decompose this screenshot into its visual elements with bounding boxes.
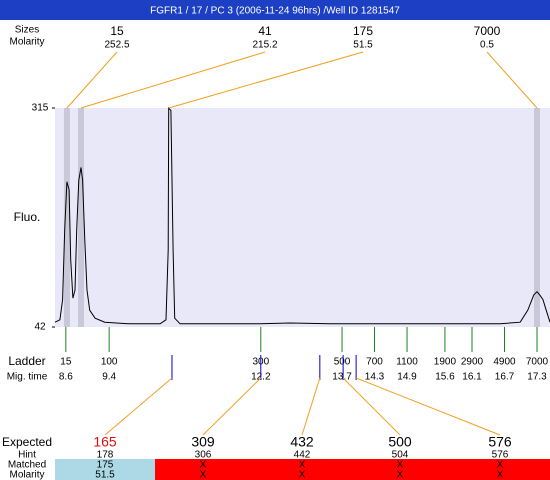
cell-matched: X — [299, 460, 306, 471]
peak-size: 7000 — [474, 24, 501, 38]
row-label: Matched — [8, 460, 46, 471]
peak-link — [168, 51, 364, 109]
match-link — [104, 377, 173, 436]
ladder-size: 1900 — [434, 357, 457, 368]
y-tick-label: 315 — [32, 103, 49, 114]
cell-expected: 432 — [290, 434, 314, 450]
ladder-time: 14.9 — [397, 372, 417, 383]
matched-cell — [55, 459, 155, 480]
cell-molarity: X — [200, 470, 207, 480]
peak-size: 41 — [258, 24, 272, 38]
match-link — [355, 377, 501, 436]
ladder-label: Ladder — [8, 354, 45, 368]
peak-size: 15 — [110, 24, 124, 38]
unmatched-cells — [155, 459, 550, 480]
ladder-time: 13.7 — [332, 372, 352, 383]
cell-expected: 309 — [191, 434, 215, 450]
peak-size: 175 — [353, 24, 373, 38]
row-label: Expected — [2, 435, 52, 449]
ladder-size: 7000 — [526, 357, 549, 368]
y-axis-label: Fluo. — [14, 210, 41, 224]
ladder-size: 15 — [60, 357, 72, 368]
cell-molarity: X — [299, 470, 306, 480]
ladder-size: 700 — [366, 357, 383, 368]
cell-molarity: X — [397, 470, 404, 480]
cell-matched: X — [200, 460, 207, 471]
cell-molarity: X — [497, 470, 504, 480]
peak-link — [80, 51, 266, 109]
ladder-time: 14.3 — [365, 372, 385, 383]
match-link — [342, 377, 401, 436]
ladder-time: 9.4 — [102, 372, 116, 383]
peak-link — [486, 51, 538, 109]
match-link — [202, 377, 262, 436]
ladder-size: 500 — [334, 357, 351, 368]
cell-molarity: 51.5 — [95, 470, 115, 480]
plot-area — [55, 108, 550, 327]
ladder-time: 16.1 — [462, 372, 482, 383]
cell-expected: 500 — [388, 434, 412, 450]
peak-molarity: 252.5 — [104, 40, 129, 51]
title: FGFR1 / 17 / PC 3 (2006-11-24 96hrs) /We… — [150, 6, 400, 17]
cell-hint: 306 — [195, 450, 212, 461]
ladder-size: 2900 — [461, 357, 484, 368]
title-bar — [0, 0, 550, 20]
peak-marker — [63, 108, 70, 327]
cell-matched: X — [397, 460, 404, 471]
size-header: Sizes — [15, 25, 39, 36]
match-link — [301, 377, 321, 436]
ladder-time: 16.7 — [495, 372, 515, 383]
trace — [54, 106, 550, 325]
cell-matched: X — [497, 460, 504, 471]
ladder-time: 15.6 — [435, 372, 455, 383]
row-label: Hint — [18, 450, 36, 461]
cell-hint: 442 — [294, 450, 311, 461]
cell-hint: 504 — [392, 450, 409, 461]
mig-time-label: Mig. time — [7, 372, 48, 383]
cell-expected: 576 — [488, 434, 512, 450]
ladder-time: 17.3 — [527, 372, 547, 383]
y-tick-label: 42 — [34, 322, 46, 333]
peak-marker — [534, 108, 541, 327]
cell-matched: 175 — [97, 460, 114, 471]
cell-hint: 576 — [492, 450, 509, 461]
ladder-time: 8.6 — [59, 372, 73, 383]
peak-molarity: 51.5 — [353, 40, 373, 51]
row-label: Molarity — [9, 470, 44, 480]
ladder-size: 1100 — [396, 357, 418, 368]
peak-molarity: 215.2 — [252, 40, 277, 51]
ladder-size: 4900 — [493, 357, 516, 368]
peak-molarity: 0.5 — [480, 40, 494, 51]
peak-marker — [77, 108, 84, 327]
peak-link — [66, 51, 118, 109]
cell-hint: 178 — [97, 450, 114, 461]
ladder-size: 100 — [101, 357, 118, 368]
cell-expected: 165 — [93, 434, 117, 450]
molarity-header: Molarity — [9, 37, 44, 48]
